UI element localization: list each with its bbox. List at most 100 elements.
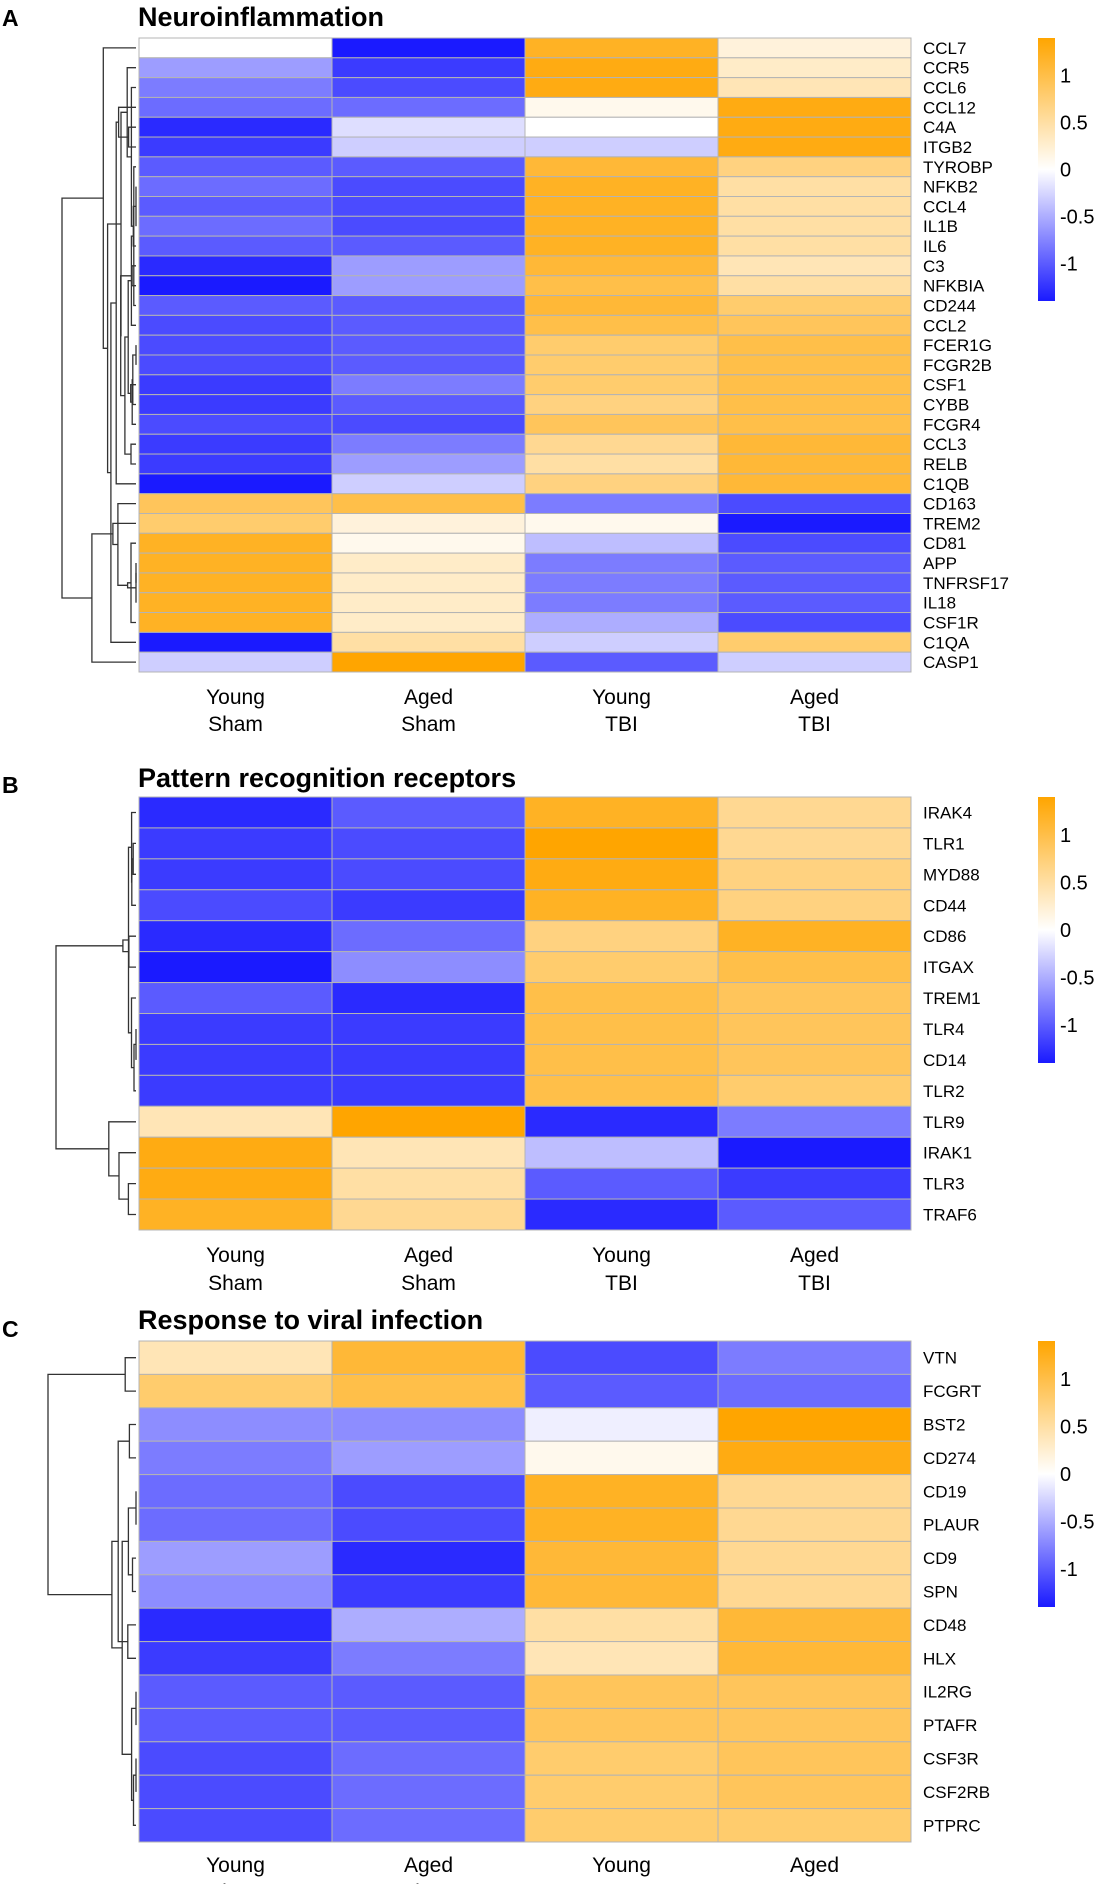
row-label: C1QA bbox=[923, 633, 970, 652]
row-label: CD86 bbox=[923, 927, 966, 946]
heatmap-cell bbox=[524, 920, 719, 953]
heatmap-cell bbox=[138, 1674, 333, 1709]
heatmap-cell bbox=[138, 215, 333, 237]
heatmap-cell bbox=[717, 612, 912, 633]
dendrogram-branch bbox=[131, 379, 136, 425]
heatmap-cell bbox=[717, 1167, 912, 1200]
row-label: IRAK1 bbox=[923, 1144, 972, 1163]
heatmap-cell bbox=[331, 889, 526, 922]
row-label: CCR5 bbox=[923, 59, 969, 78]
dendrogram-branch bbox=[120, 111, 128, 337]
heatmap-cell bbox=[524, 433, 719, 455]
heatmap-cell bbox=[524, 255, 719, 277]
heatmap-cell bbox=[138, 374, 333, 396]
dendrogram-branch bbox=[127, 126, 136, 148]
heatmap-cell bbox=[331, 631, 526, 653]
column-label: TBI bbox=[798, 713, 831, 736]
row-label: IL6 bbox=[923, 237, 947, 256]
row-label: IL2RG bbox=[923, 1683, 972, 1702]
heatmap-cell bbox=[524, 1707, 719, 1743]
heatmap-cell bbox=[524, 374, 719, 396]
dendrogram-branch bbox=[55, 945, 123, 1150]
heatmap-cell bbox=[524, 1074, 719, 1107]
heatmap-cell bbox=[331, 1074, 526, 1107]
heatmap-cell bbox=[331, 1574, 526, 1609]
heatmap-cell bbox=[717, 77, 912, 98]
heatmap-cell bbox=[138, 394, 333, 415]
heatmap-cell bbox=[717, 1507, 912, 1542]
heatmap-cell bbox=[717, 889, 912, 922]
row-label: IL1B bbox=[923, 217, 958, 236]
row-label: IRAK4 bbox=[923, 803, 972, 822]
heatmap-cell bbox=[138, 57, 333, 79]
heatmap-cell bbox=[717, 552, 912, 574]
heatmap-cell bbox=[331, 1373, 526, 1409]
heatmap-cell bbox=[717, 858, 912, 891]
column-label: Aged bbox=[404, 1854, 453, 1877]
heatmap-cell bbox=[138, 1136, 333, 1169]
heatmap-cell bbox=[524, 176, 719, 198]
heatmap-cell bbox=[717, 255, 912, 277]
heatmap-cell bbox=[524, 1607, 719, 1643]
heatmap-cell bbox=[524, 1540, 719, 1576]
column-label: Young bbox=[206, 1854, 265, 1877]
heatmap-cell bbox=[138, 1198, 333, 1231]
row-label: CSF1 bbox=[923, 376, 966, 395]
panel-b: B Pattern recognition receptors IRAK4 TLR1 M… bbox=[2, 763, 1094, 1295]
heatmap-cell bbox=[717, 374, 912, 396]
heatmap-cell bbox=[524, 334, 719, 356]
heatmap-cell bbox=[524, 275, 719, 297]
row-label: TLR2 bbox=[923, 1082, 965, 1101]
heatmap-cell bbox=[717, 1607, 912, 1643]
heatmap-cell bbox=[138, 1540, 333, 1576]
heatmap-cell bbox=[717, 96, 912, 118]
row-label: CD9 bbox=[923, 1549, 957, 1568]
heatmap-cell bbox=[331, 1507, 526, 1542]
heatmap-cell bbox=[331, 176, 526, 198]
color-legend-bar bbox=[1038, 1341, 1055, 1607]
column-label: Young bbox=[592, 1854, 651, 1877]
row-label: IL18 bbox=[923, 594, 956, 613]
heatmap-cell bbox=[717, 513, 912, 534]
heatmap-cell bbox=[717, 156, 912, 178]
heatmap-cell bbox=[524, 116, 719, 138]
heatmap-cell bbox=[717, 1136, 912, 1169]
row-label: TLR9 bbox=[923, 1113, 965, 1132]
heatmap-cell bbox=[331, 1105, 526, 1138]
heatmap-cell bbox=[524, 295, 719, 316]
row-label: CD44 bbox=[923, 896, 966, 915]
heatmap-cell bbox=[138, 1641, 333, 1676]
dendrogram-branch bbox=[112, 522, 136, 546]
heatmap-cell bbox=[138, 513, 333, 534]
heatmap-cell bbox=[138, 334, 333, 356]
heatmap-cell bbox=[717, 631, 912, 653]
heatmap-cells bbox=[138, 37, 912, 673]
heatmap-cell bbox=[331, 1136, 526, 1169]
row-label: PTPRC bbox=[923, 1816, 981, 1835]
heatmap-cell bbox=[138, 827, 333, 860]
panel-c: C Response to viral infection VTN FCGRT BST2… bbox=[2, 1305, 1094, 1884]
dendrogram-branch bbox=[130, 542, 136, 624]
row-label: TYROBP bbox=[923, 158, 993, 177]
heatmap-cell bbox=[717, 982, 912, 1015]
heatmap-cell bbox=[524, 1507, 719, 1542]
heatmap-cell bbox=[524, 473, 719, 495]
heatmap-cell bbox=[138, 37, 333, 59]
heatmap-cell bbox=[331, 1440, 526, 1476]
heatmap-cell bbox=[524, 1440, 719, 1476]
row-label: C4A bbox=[923, 118, 957, 137]
heatmap-cell bbox=[138, 1043, 333, 1076]
heatmap-cell bbox=[524, 532, 719, 554]
heatmap-cell bbox=[524, 1574, 719, 1609]
legend-tick-label: 1 bbox=[1060, 1369, 1071, 1391]
panel-title: Response to viral infection bbox=[138, 1305, 483, 1335]
heatmap-cell bbox=[331, 1674, 526, 1709]
heatmap-cell bbox=[524, 314, 719, 336]
heatmap-cell bbox=[524, 394, 719, 415]
heatmap-cell bbox=[717, 1373, 912, 1409]
heatmap-cell bbox=[524, 235, 719, 257]
heatmap-cell bbox=[717, 334, 912, 356]
panel-letter: B bbox=[2, 772, 19, 798]
heatmap-cell bbox=[717, 37, 912, 59]
